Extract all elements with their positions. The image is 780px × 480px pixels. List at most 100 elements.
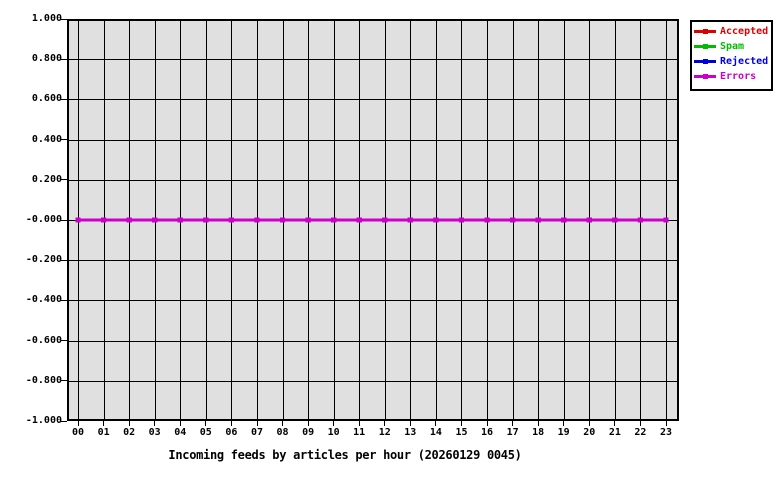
y-tick-label: 0.800 xyxy=(31,53,62,65)
x-tick-label: 14 xyxy=(429,427,442,438)
x-axis-tick xyxy=(512,421,514,426)
y-axis-tick xyxy=(61,380,67,382)
x-axis-tick xyxy=(77,421,79,426)
x-tick-label: 04 xyxy=(174,427,187,438)
legend-label: Rejected xyxy=(720,55,769,67)
x-tick-label: 18 xyxy=(532,427,545,438)
series-point xyxy=(228,217,234,223)
legend-point-marker-icon xyxy=(703,44,708,49)
y-axis-tick xyxy=(61,259,67,261)
x-axis-tick xyxy=(614,421,616,426)
series-point xyxy=(280,217,286,223)
series-point xyxy=(510,217,516,223)
series-point xyxy=(331,217,337,223)
y-tick-label: 0.200 xyxy=(31,173,62,185)
x-tick-label: 23 xyxy=(659,427,673,438)
series-point xyxy=(612,217,618,223)
x-axis-tick xyxy=(563,421,565,426)
y-axis-tick xyxy=(61,219,67,221)
series-point xyxy=(152,217,158,223)
y-tick-label: -0.000 xyxy=(25,214,62,225)
x-axis-tick xyxy=(307,421,309,426)
x-tick-label: 12 xyxy=(378,427,391,438)
series-point xyxy=(561,217,567,223)
legend-point-marker-icon xyxy=(703,59,708,64)
x-tick-label: 11 xyxy=(353,427,366,438)
x-axis-tick xyxy=(230,421,232,426)
y-axis-tick xyxy=(61,98,67,100)
legend-item: Accepted xyxy=(692,24,771,39)
x-axis-tick xyxy=(588,421,590,426)
x-axis-tick xyxy=(154,421,156,426)
legend-item: Spam xyxy=(692,39,771,54)
x-tick-label: 22 xyxy=(634,427,647,438)
x-axis-tick xyxy=(282,421,283,426)
plot-grid-and-series xyxy=(69,21,677,419)
x-tick-label: 06 xyxy=(225,427,238,438)
x-tick-label: 10 xyxy=(327,427,340,438)
x-axis-tick xyxy=(665,421,667,426)
series-point xyxy=(637,217,643,223)
series-point xyxy=(586,217,592,223)
legend-item: Errors xyxy=(692,69,771,84)
series-point xyxy=(433,217,439,223)
x-axis-tick xyxy=(358,421,360,426)
x-axis-tick xyxy=(256,421,258,426)
x-tick-label: 08 xyxy=(276,427,289,438)
x-axis-tick xyxy=(461,421,462,426)
y-axis-tick xyxy=(61,299,67,301)
legend-line-sample xyxy=(694,59,716,64)
legend-label: Errors xyxy=(720,70,757,82)
x-tick-label: 15 xyxy=(455,427,468,438)
y-tick-label: 0.600 xyxy=(31,93,62,105)
x-tick-label: 00 xyxy=(71,427,85,438)
y-axis-tick xyxy=(61,18,67,20)
series-point xyxy=(535,217,541,223)
series-point xyxy=(484,217,490,223)
series-point xyxy=(382,217,388,223)
y-tick-label: -0.600 xyxy=(25,334,62,346)
x-tick-label: 21 xyxy=(608,427,621,438)
y-tick-label: 1.000 xyxy=(31,13,62,24)
series-point xyxy=(126,217,132,223)
y-tick-label: -1.000 xyxy=(25,415,62,426)
series-point xyxy=(663,217,669,223)
y-tick-label: 0.400 xyxy=(31,133,62,145)
x-tick-label: 16 xyxy=(480,427,494,438)
x-axis-tick xyxy=(537,421,539,426)
legend-line-sample xyxy=(694,74,716,79)
y-axis-tick xyxy=(61,340,67,342)
y-axis-tick xyxy=(61,58,67,60)
legend-line-sample xyxy=(694,29,716,34)
y-tick-label: -0.200 xyxy=(25,254,62,266)
legend-point-marker-icon xyxy=(703,29,708,34)
series-point xyxy=(356,217,362,223)
x-tick-label: 07 xyxy=(250,427,264,438)
x-tick-label: 20 xyxy=(583,427,596,438)
x-tick-label: 13 xyxy=(404,427,417,438)
y-tick-label: -0.800 xyxy=(25,374,62,386)
chart-title: Incoming feeds by articles per hour (202… xyxy=(168,448,522,462)
series-point xyxy=(407,217,413,223)
x-axis-tick xyxy=(384,421,386,426)
x-axis-tick xyxy=(128,421,130,426)
legend-line-sample xyxy=(694,44,716,49)
y-axis-tick xyxy=(61,420,67,422)
series-point xyxy=(254,217,260,223)
x-axis-tick xyxy=(103,421,105,426)
legend-label: Accepted xyxy=(720,25,769,37)
x-tick-label: 02 xyxy=(123,427,136,438)
x-axis-tick xyxy=(409,421,411,426)
x-axis-tick xyxy=(205,421,207,426)
y-tick-label: -0.400 xyxy=(25,294,62,306)
x-axis-tick xyxy=(333,421,335,426)
legend-box: Accepted Spam Rejected Errors xyxy=(690,20,773,91)
x-axis-tick xyxy=(639,421,641,426)
x-axis-tick xyxy=(486,421,488,426)
x-tick-label: 19 xyxy=(557,427,570,438)
x-tick-label: 09 xyxy=(302,427,315,438)
x-axis-tick xyxy=(179,421,181,426)
x-tick-label: 17 xyxy=(506,427,519,438)
series-point xyxy=(203,217,209,223)
